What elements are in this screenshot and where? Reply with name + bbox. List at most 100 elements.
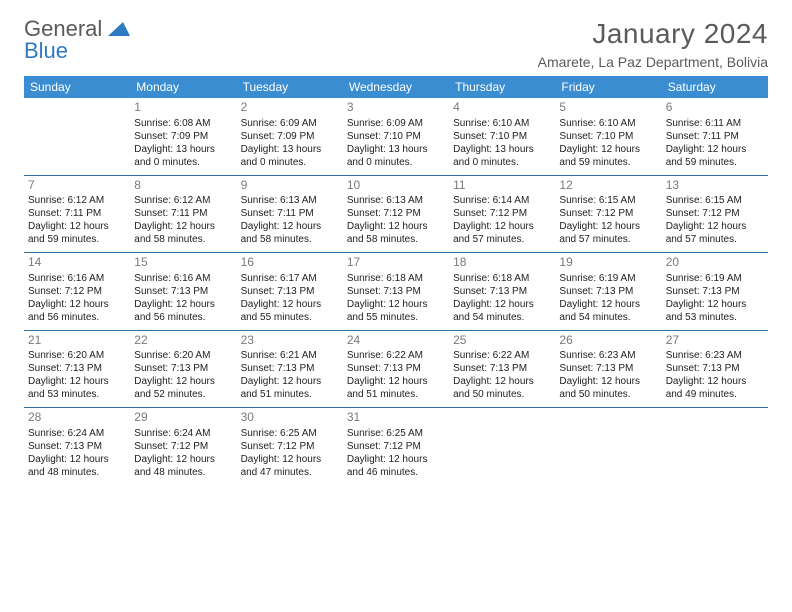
day-day2: and 59 minutes. — [28, 233, 126, 246]
day-sunset: Sunset: 7:13 PM — [666, 285, 764, 298]
day-day2: and 46 minutes. — [347, 466, 445, 479]
day-sunset: Sunset: 7:12 PM — [347, 440, 445, 453]
day-sunrise: Sunrise: 6:17 AM — [241, 272, 339, 285]
day-sunrise: Sunrise: 6:16 AM — [134, 272, 232, 285]
day-day1: Daylight: 12 hours — [666, 143, 764, 156]
day-sunrise: Sunrise: 6:12 AM — [28, 194, 126, 207]
day-day2: and 48 minutes. — [134, 466, 232, 479]
day-day2: and 58 minutes. — [134, 233, 232, 246]
day-cell: 23Sunrise: 6:21 AMSunset: 7:13 PMDayligh… — [237, 330, 343, 408]
day-cell: 21Sunrise: 6:20 AMSunset: 7:13 PMDayligh… — [24, 330, 130, 408]
calendar-table: Sunday Monday Tuesday Wednesday Thursday… — [24, 76, 768, 485]
day-number: 4 — [453, 100, 551, 116]
day-sunrise: Sunrise: 6:19 AM — [559, 272, 657, 285]
day-sunrise: Sunrise: 6:25 AM — [241, 427, 339, 440]
day-day1: Daylight: 12 hours — [241, 375, 339, 388]
day-sunrise: Sunrise: 6:16 AM — [28, 272, 126, 285]
day-day2: and 56 minutes. — [28, 311, 126, 324]
day-number: 15 — [134, 255, 232, 271]
day-cell: 12Sunrise: 6:15 AMSunset: 7:12 PMDayligh… — [555, 175, 661, 253]
day-cell: 1Sunrise: 6:08 AMSunset: 7:09 PMDaylight… — [130, 98, 236, 175]
day-cell: 13Sunrise: 6:15 AMSunset: 7:12 PMDayligh… — [662, 175, 768, 253]
day-day2: and 0 minutes. — [453, 156, 551, 169]
day-sunset: Sunset: 7:11 PM — [241, 207, 339, 220]
day-number: 6 — [666, 100, 764, 116]
location-subtitle: Amarete, La Paz Department, Bolivia — [538, 54, 768, 70]
day-day1: Daylight: 12 hours — [559, 298, 657, 311]
day-day2: and 54 minutes. — [453, 311, 551, 324]
day-cell: 9Sunrise: 6:13 AMSunset: 7:11 PMDaylight… — [237, 175, 343, 253]
day-sunset: Sunset: 7:13 PM — [666, 362, 764, 375]
day-sunset: Sunset: 7:12 PM — [134, 440, 232, 453]
title-block: January 2024 Amarete, La Paz Department,… — [538, 18, 768, 70]
day-number: 30 — [241, 410, 339, 426]
day-sunrise: Sunrise: 6:20 AM — [28, 349, 126, 362]
day-day1: Daylight: 12 hours — [559, 143, 657, 156]
day-cell — [555, 408, 661, 485]
logo-triangle-icon — [108, 18, 130, 40]
day-day1: Daylight: 13 hours — [453, 143, 551, 156]
day-day2: and 57 minutes. — [559, 233, 657, 246]
week-row: 21Sunrise: 6:20 AMSunset: 7:13 PMDayligh… — [24, 330, 768, 408]
day-cell: 10Sunrise: 6:13 AMSunset: 7:12 PMDayligh… — [343, 175, 449, 253]
day-day1: Daylight: 13 hours — [134, 143, 232, 156]
day-cell: 26Sunrise: 6:23 AMSunset: 7:13 PMDayligh… — [555, 330, 661, 408]
day-number: 2 — [241, 100, 339, 116]
day-cell — [662, 408, 768, 485]
day-sunset: Sunset: 7:13 PM — [241, 362, 339, 375]
day-day1: Daylight: 12 hours — [347, 375, 445, 388]
day-cell: 3Sunrise: 6:09 AMSunset: 7:10 PMDaylight… — [343, 98, 449, 175]
day-number: 19 — [559, 255, 657, 271]
day-cell: 11Sunrise: 6:14 AMSunset: 7:12 PMDayligh… — [449, 175, 555, 253]
day-sunrise: Sunrise: 6:10 AM — [559, 117, 657, 130]
day-number: 29 — [134, 410, 232, 426]
day-day2: and 50 minutes. — [559, 388, 657, 401]
day-day2: and 0 minutes. — [241, 156, 339, 169]
day-cell: 31Sunrise: 6:25 AMSunset: 7:12 PMDayligh… — [343, 408, 449, 485]
day-sunset: Sunset: 7:13 PM — [28, 362, 126, 375]
day-cell: 22Sunrise: 6:20 AMSunset: 7:13 PMDayligh… — [130, 330, 236, 408]
day-day2: and 58 minutes. — [241, 233, 339, 246]
header: General Blue January 2024 Amarete, La Pa… — [24, 18, 768, 70]
day-cell: 24Sunrise: 6:22 AMSunset: 7:13 PMDayligh… — [343, 330, 449, 408]
day-day1: Daylight: 12 hours — [134, 375, 232, 388]
dayname: Sunday — [24, 76, 130, 98]
day-cell: 28Sunrise: 6:24 AMSunset: 7:13 PMDayligh… — [24, 408, 130, 485]
brand-logo: General Blue — [24, 18, 130, 62]
day-day2: and 53 minutes. — [28, 388, 126, 401]
day-cell: 29Sunrise: 6:24 AMSunset: 7:12 PMDayligh… — [130, 408, 236, 485]
day-number: 22 — [134, 333, 232, 349]
day-number: 11 — [453, 178, 551, 194]
day-number: 7 — [28, 178, 126, 194]
day-sunrise: Sunrise: 6:12 AM — [134, 194, 232, 207]
day-cell: 19Sunrise: 6:19 AMSunset: 7:13 PMDayligh… — [555, 253, 661, 331]
day-sunset: Sunset: 7:13 PM — [241, 285, 339, 298]
day-sunset: Sunset: 7:12 PM — [559, 207, 657, 220]
day-number: 26 — [559, 333, 657, 349]
day-sunrise: Sunrise: 6:13 AM — [347, 194, 445, 207]
day-cell: 20Sunrise: 6:19 AMSunset: 7:13 PMDayligh… — [662, 253, 768, 331]
day-day1: Daylight: 12 hours — [28, 298, 126, 311]
day-sunset: Sunset: 7:12 PM — [28, 285, 126, 298]
day-number: 31 — [347, 410, 445, 426]
dayname: Monday — [130, 76, 236, 98]
day-sunrise: Sunrise: 6:19 AM — [666, 272, 764, 285]
day-day1: Daylight: 12 hours — [28, 453, 126, 466]
day-cell: 16Sunrise: 6:17 AMSunset: 7:13 PMDayligh… — [237, 253, 343, 331]
day-sunset: Sunset: 7:13 PM — [559, 362, 657, 375]
day-number: 3 — [347, 100, 445, 116]
dayname: Wednesday — [343, 76, 449, 98]
day-day1: Daylight: 12 hours — [134, 298, 232, 311]
day-day1: Daylight: 12 hours — [453, 220, 551, 233]
day-number: 8 — [134, 178, 232, 194]
day-number: 14 — [28, 255, 126, 271]
day-sunrise: Sunrise: 6:15 AM — [666, 194, 764, 207]
day-cell: 17Sunrise: 6:18 AMSunset: 7:13 PMDayligh… — [343, 253, 449, 331]
day-number: 1 — [134, 100, 232, 116]
day-cell — [24, 98, 130, 175]
day-sunrise: Sunrise: 6:15 AM — [559, 194, 657, 207]
day-day1: Daylight: 12 hours — [28, 220, 126, 233]
day-sunset: Sunset: 7:12 PM — [453, 207, 551, 220]
day-day1: Daylight: 12 hours — [241, 220, 339, 233]
day-day1: Daylight: 12 hours — [347, 220, 445, 233]
